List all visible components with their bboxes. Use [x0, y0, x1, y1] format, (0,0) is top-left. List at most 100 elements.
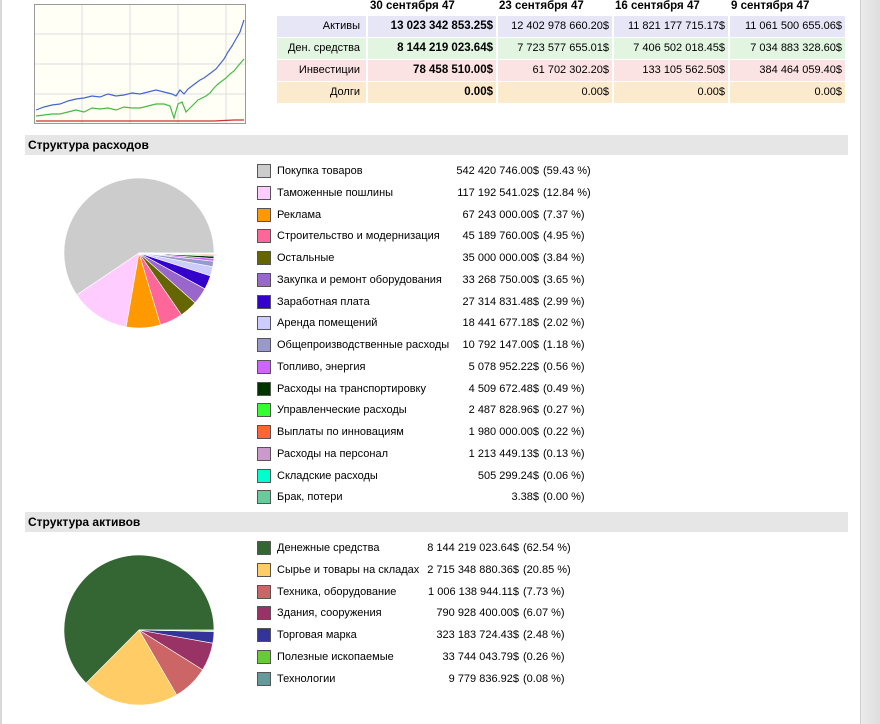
legend-name: Остальные [277, 252, 335, 264]
legend-swatch [257, 403, 271, 418]
legend-item: Управленческие расходы 2 487 828.96$ (0.27… [257, 401, 607, 423]
summary-row-label: Инвестиции [277, 60, 366, 81]
legend-name: Расходы на транспортировку [277, 382, 426, 395]
legend-swatch [257, 562, 271, 577]
summary-date-header: 23 сентября 47 [499, 0, 584, 12]
summary-cell: 13 023 342 853.25$ [368, 16, 496, 37]
assets-section-header: Структура активов [25, 512, 848, 532]
legend-item: Полезные ископаемые 33 744 043.79$ (0.26 %… [257, 648, 607, 670]
mini-chart-red-line [36, 119, 244, 122]
legend-name: Выплаты по инновациям [277, 426, 404, 438]
legend-value: 18 441 677.18$ [462, 317, 539, 330]
legend-percent: (3.65 %) [543, 273, 585, 286]
legend-percent: (12.84 %) [543, 186, 591, 199]
summary-date-header: 9 сентября 47 [731, 0, 810, 12]
legend-swatch [257, 425, 271, 439]
legend-value: 2 715 348 880.36$ [427, 563, 519, 576]
legend-value: 117 192 541.02$ [457, 186, 539, 199]
legend-item: Расходы на персонал 1 213 449.13$ (0.13 %) [257, 445, 607, 467]
legend-value: 2 487 828.96$ [468, 404, 539, 417]
legend-name: Покупка товаров [277, 165, 363, 177]
legend-name: Сырье и товары на складах [277, 563, 420, 576]
legend-swatch [257, 606, 271, 621]
summary-cell: 7 034 883 328.60$ [730, 38, 845, 59]
summary-cell: 11 061 500 655.06$ [730, 16, 845, 37]
summary-cell: 78 458 510.00$ [368, 60, 496, 81]
summary-cell: 7 406 502 018.45$ [614, 38, 728, 59]
summary-cell: 0.00$ [498, 82, 612, 103]
legend-percent: (7.73 %) [523, 585, 565, 598]
legend-swatch [257, 164, 271, 178]
summary-cell: 384 464 059.40$ [730, 60, 845, 81]
legend-name: Торговая марка [277, 629, 357, 641]
summary-cell: 133 105 562.50$ [614, 60, 728, 81]
summary-rows: Активы 13 023 342 853.25$ 12 402 978 660.2… [277, 16, 847, 103]
legend-percent: (0.49 %) [543, 382, 585, 395]
legend-swatch [257, 338, 271, 352]
legend-swatch [257, 446, 271, 461]
legend-percent: (6.07 %) [523, 607, 565, 620]
legend-item: Таможенные пошлины 117 192 541.02$ (12.84 … [257, 184, 607, 206]
legend-item: Брак, потери 3.38$ (0.00 %) [257, 488, 607, 510]
summary-cell: 61 702 302.20$ [498, 60, 612, 81]
legend-swatch [257, 207, 271, 222]
legend-swatch [257, 185, 271, 200]
legend-value: 33 268 750.00$ [462, 273, 539, 286]
legend-item: Выплаты по инновациям 1 980 000.00$ (0.22 … [257, 423, 607, 445]
legend-name: Заработная плата [277, 295, 370, 308]
legend-item: Здания, сооружения 790 928 400.00$ (6.07 %… [257, 604, 607, 626]
legend-name: Брак, потери [277, 491, 343, 504]
legend-value: 323 183 724.43$ [436, 629, 519, 641]
legend-swatch [257, 671, 271, 686]
mini-chart-green-line [35, 58, 245, 121]
assets-legend: Денежные средства 8 144 219 023.64$ (62.54… [257, 539, 607, 691]
summary-date-header: 16 сентября 47 [615, 0, 700, 12]
legend-percent: (2.48 %) [523, 629, 565, 641]
legend-name: Складские расходы [277, 469, 378, 482]
legend-swatch [257, 294, 271, 309]
legend-percent: (0.06 %) [543, 469, 585, 482]
legend-name: Здания, сооружения [277, 607, 382, 620]
legend-percent: (20.85 %) [523, 563, 571, 576]
legend-percent: (62.54 %) [523, 542, 571, 554]
legend-item: Денежные средства 8 144 219 023.64$ (62.54… [257, 539, 607, 561]
legend-name: Таможенные пошлины [277, 186, 394, 199]
legend-value: 4 509 672.48$ [468, 382, 539, 395]
legend-name: Строительство и модернизация [277, 230, 440, 243]
legend-value: 45 189 760.00$ [462, 230, 539, 243]
legend-swatch [257, 541, 271, 555]
summary-cell: 11 821 177 715.17$ [614, 16, 728, 37]
legend-swatch [257, 381, 271, 396]
legend-percent: (0.27 %) [543, 404, 585, 417]
legend-swatch [257, 468, 271, 483]
legend-swatch [257, 229, 271, 244]
legend-value: 505 299.24$ [477, 469, 539, 482]
legend-item: Расходы на транспортировку 4 509 672.48$ (… [257, 380, 607, 402]
legend-swatch [257, 649, 271, 664]
legend-value: 9 779 836.92$ [448, 672, 519, 685]
expenses-pie-chart [63, 177, 215, 329]
mini-chart-grid [35, 5, 245, 123]
legend-percent: (1.18 %) [543, 339, 585, 351]
window-left-edge [0, 0, 2, 724]
legend-value: 790 928 400.00$ [436, 607, 519, 620]
legend-name: Управленческие расходы [277, 404, 407, 417]
summary-cell: 0.00$ [730, 82, 845, 103]
legend-name: Расходы на персонал [277, 447, 389, 460]
legend-name: Топливо, энергия [277, 360, 366, 373]
summary-cell: 0.00$ [368, 82, 496, 103]
summary-row: Инвестиции 78 458 510.00$ 61 702 302.20$ 13… [277, 60, 847, 81]
summary-cell: 12 402 978 660.20$ [498, 16, 612, 37]
legend-percent: (3.84 %) [543, 252, 585, 264]
pie-slice [76, 252, 140, 328]
summary-row: Активы 13 023 342 853.25$ 12 402 978 660.2… [277, 16, 847, 37]
legend-item: Остальные 35 000 000.00$ (3.84 %) [257, 249, 607, 271]
legend-percent: (0.08 %) [523, 672, 565, 685]
expenses-legend: Покупка товаров 542 420 746.00$ (59.43 %) Т… [257, 162, 607, 510]
legend-percent: (59.43 %) [543, 165, 591, 177]
legend-item: Техника, оборудование 1 006 138 944.11$ (7… [257, 583, 607, 605]
legend-swatch [257, 584, 271, 599]
legend-name: Технологии [277, 672, 336, 685]
window-scrollbar-area[interactable] [860, 0, 880, 724]
legend-value: 35 000 000.00$ [462, 252, 539, 264]
